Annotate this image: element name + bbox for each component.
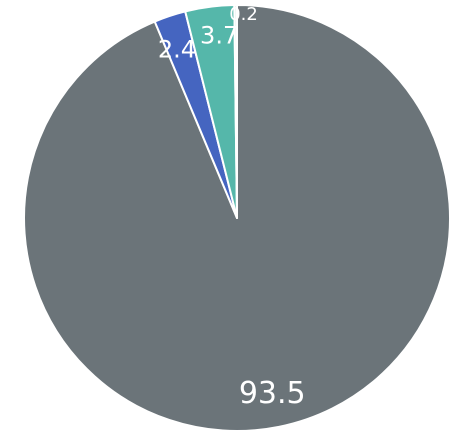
pie-data-labels: 93.5 2.4 3.70.2 bbox=[158, 4, 306, 411]
pie-data-label-3: 3.7 bbox=[200, 22, 238, 50]
pie-data-label-1: 93.5 bbox=[239, 376, 306, 411]
pie-slice-4 bbox=[233, 4, 238, 219]
pie-data-label-2: 2.4 bbox=[158, 35, 196, 63]
pie-data-label-4: 0.2 bbox=[229, 4, 258, 25]
pie-slices bbox=[23, 4, 451, 432]
